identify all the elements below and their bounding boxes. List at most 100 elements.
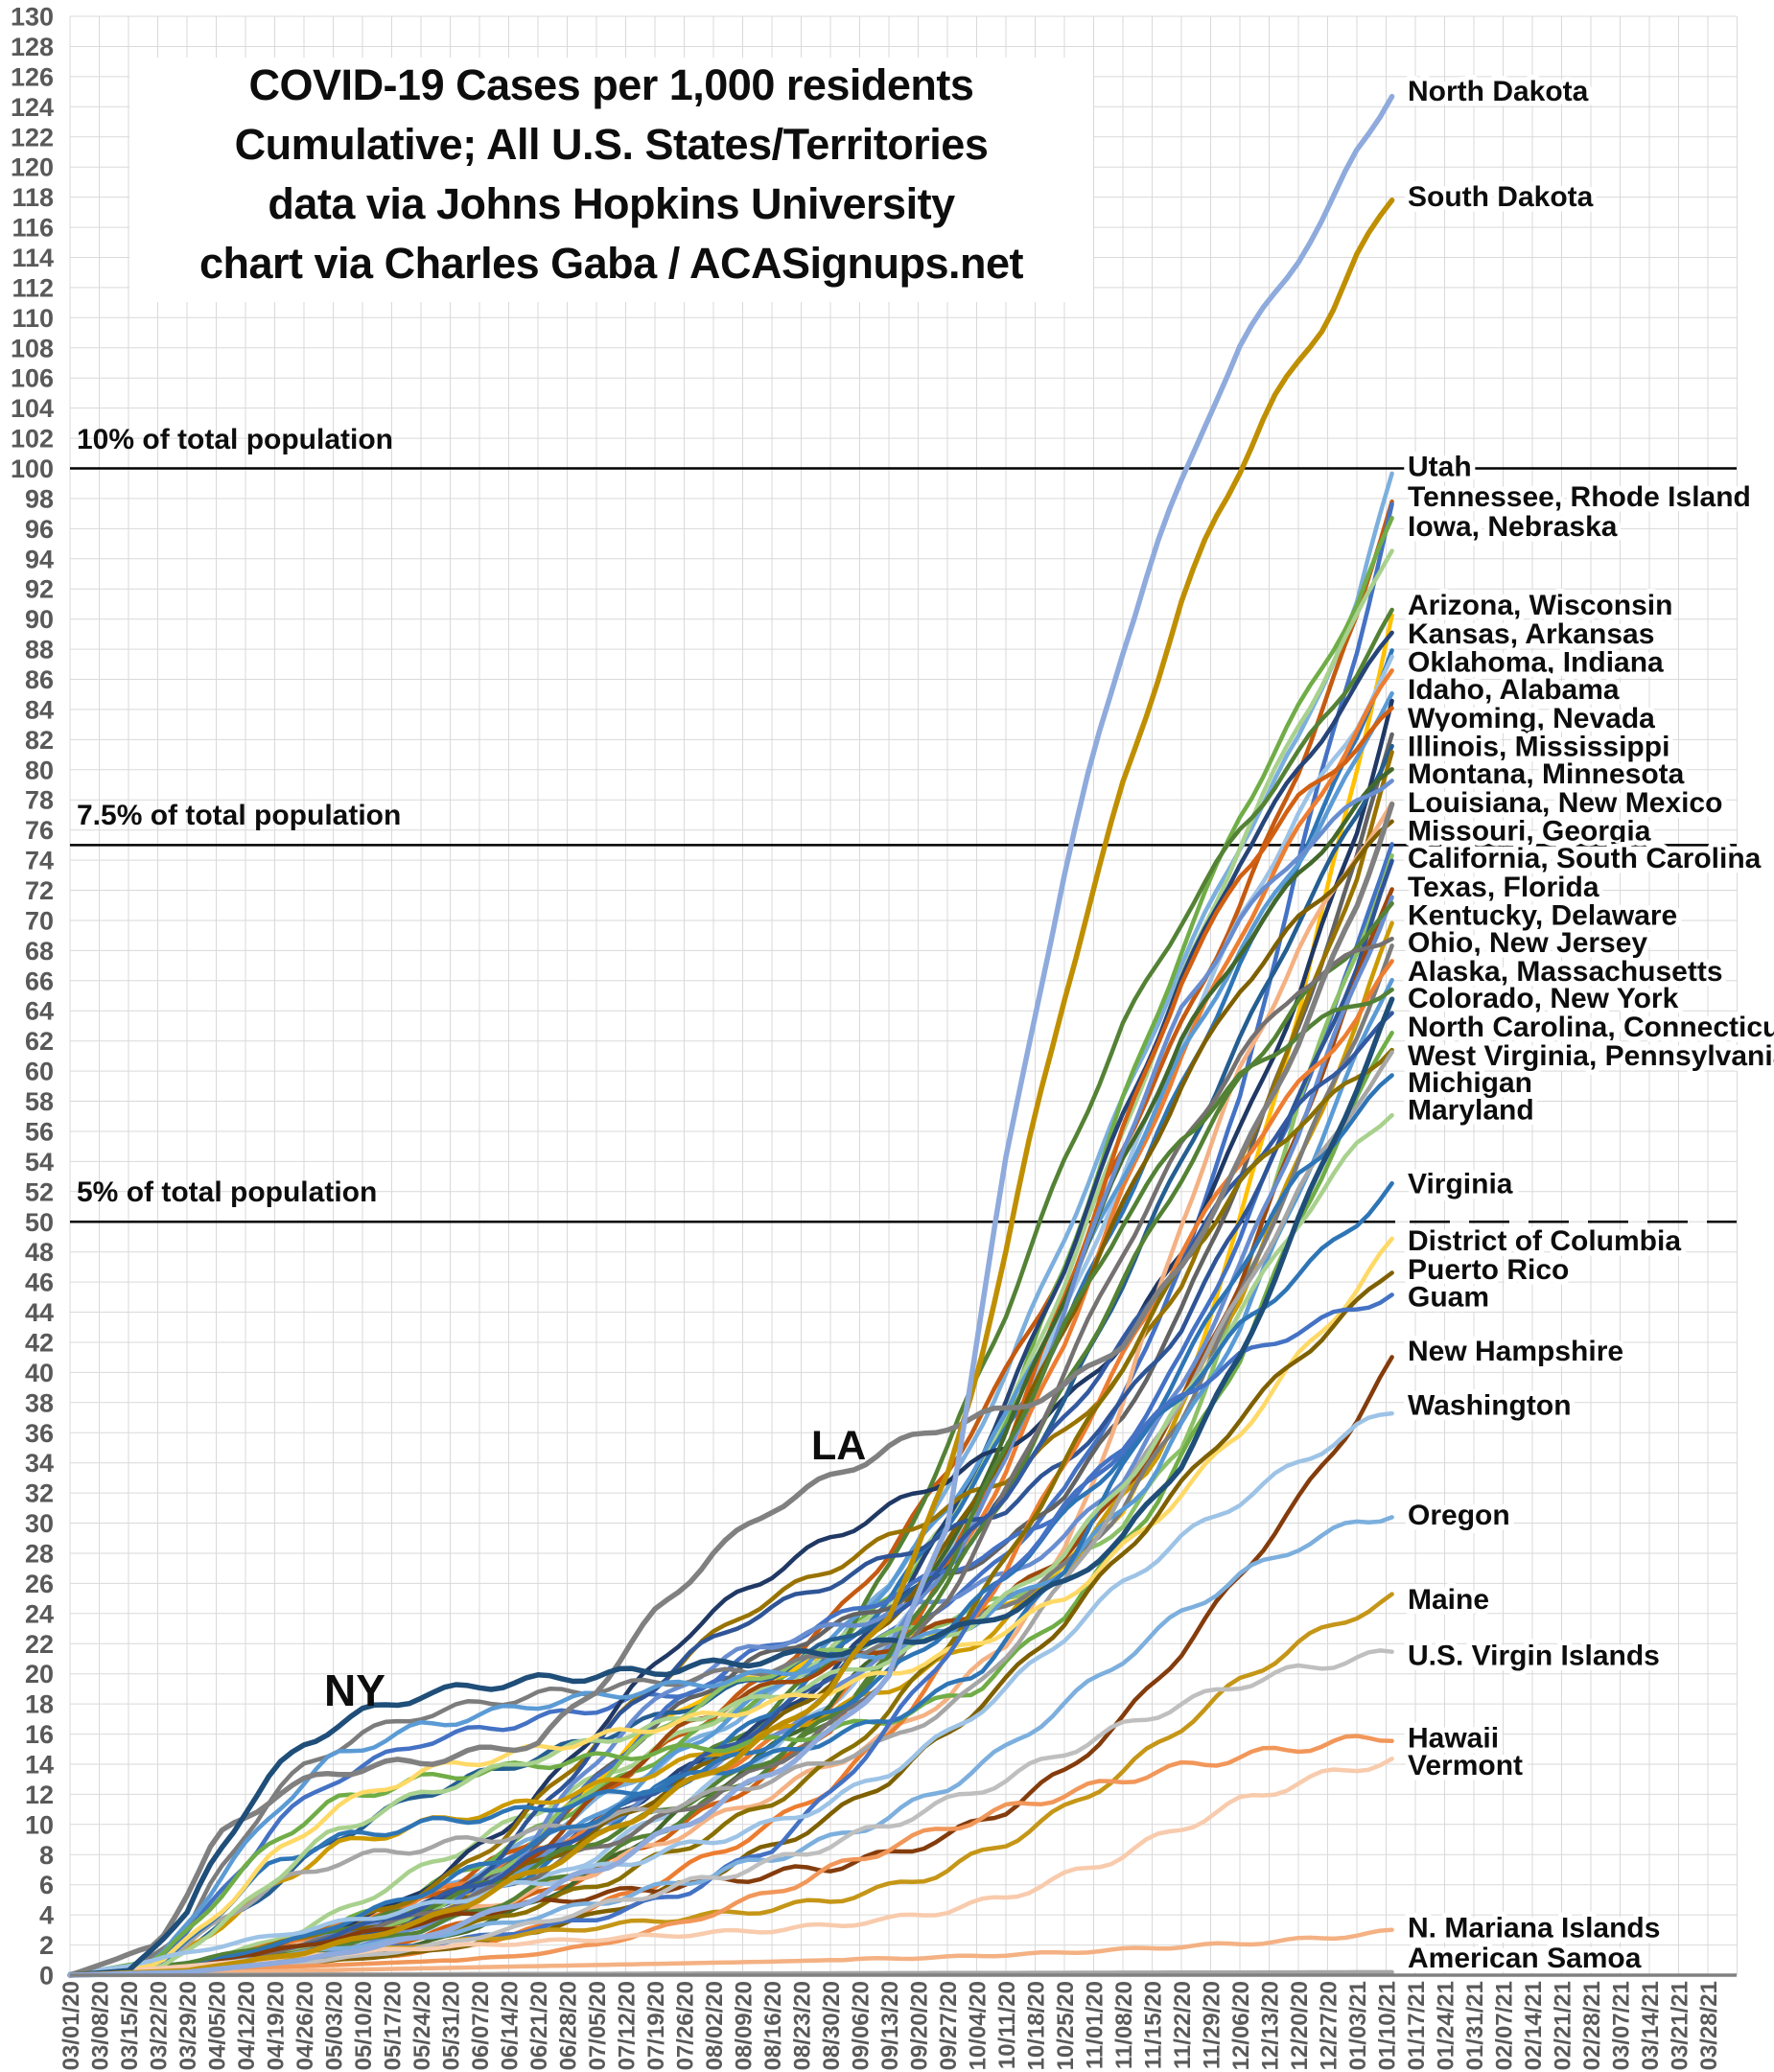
x-tick-01-03-21: 01/03/21 <box>1345 1981 1371 2070</box>
y-tick-90: 90 <box>25 605 54 634</box>
series-label-california-south-carolina: California, South Carolina <box>1408 843 1762 874</box>
y-tick-88: 88 <box>25 636 54 664</box>
y-tick-32: 32 <box>25 1479 54 1508</box>
annotation-louisiana: LA <box>811 1423 867 1469</box>
annotation-new-york: NY <box>324 1665 385 1715</box>
y-tick-84: 84 <box>25 695 54 724</box>
x-tick-04-12-20: 04/12/20 <box>234 1981 260 2070</box>
y-tick-64: 64 <box>25 997 54 1026</box>
y-tick-86: 86 <box>25 665 54 694</box>
x-tick-09-20-20: 09/20/20 <box>907 1981 933 2070</box>
y-tick-6: 6 <box>39 1871 54 1899</box>
y-tick-128: 128 <box>11 33 54 61</box>
x-tick-05-31-20: 05/31/20 <box>439 1981 465 2070</box>
series-label-north-carolina-connecticut: North Carolina, Connecticut <box>1408 1012 1774 1043</box>
y-tick-100: 100 <box>11 454 54 483</box>
x-tick-08-23-20: 08/23/20 <box>790 1981 816 2070</box>
chart-title: COVID-19 Cases per 1,000 residents Cumul… <box>129 56 1093 293</box>
y-tick-12: 12 <box>25 1781 54 1809</box>
series-label-oregon: Oregon <box>1408 1500 1510 1531</box>
series-line-maryland <box>67 1112 1394 1978</box>
x-tick-12-06-20: 12/06/20 <box>1228 1981 1254 2070</box>
series-label-wyoming-nevada: Wyoming, Nevada <box>1408 703 1655 734</box>
series-line-connecticut <box>67 1030 1394 1978</box>
y-tick-118: 118 <box>12 183 54 212</box>
y-tick-124: 124 <box>11 93 54 122</box>
series-label-ohio-new-jersey: Ohio, New Jersey <box>1408 927 1647 959</box>
y-tick-42: 42 <box>25 1329 54 1358</box>
series-label-kentucky-delaware: Kentucky, Delaware <box>1408 900 1677 932</box>
x-tick-12-27-20: 12/27/20 <box>1317 1981 1342 2070</box>
title-backdrop <box>129 58 1093 302</box>
x-tick-03-22-20: 03/22/20 <box>147 1981 173 2070</box>
series-label-alaska-massachusetts: Alaska, Massachusetts <box>1408 956 1723 988</box>
y-tick-80: 80 <box>25 756 54 784</box>
x-tick-12-20-20: 12/20/20 <box>1287 1981 1313 2070</box>
y-tick-40: 40 <box>25 1359 54 1387</box>
chart-title-line-1: COVID-19 Cases per 1,000 residents <box>248 60 974 109</box>
x-tick-09-27-20: 09/27/20 <box>936 1981 962 2070</box>
x-tick-07-12-20: 07/12/20 <box>615 1981 641 2070</box>
series-label-illinois-mississippi: Illinois, Mississippi <box>1408 732 1669 763</box>
series-label-hawaii: Hawaii <box>1408 1723 1499 1755</box>
series-label-vermont: Vermont <box>1408 1750 1523 1781</box>
series-line-massachusetts <box>67 977 1394 1978</box>
y-tick-22: 22 <box>25 1630 54 1659</box>
x-tick-12-13-20: 12/13/20 <box>1258 1981 1284 2070</box>
y-tick-18: 18 <box>25 1690 54 1719</box>
x-tick-09-06-20: 09/06/20 <box>849 1981 875 2070</box>
series-label-tennessee-rhode-island: Tennessee, Rhode Island <box>1408 481 1751 513</box>
x-tick-08-09-20: 08/09/20 <box>732 1981 758 2070</box>
y-tick-2: 2 <box>39 1931 54 1960</box>
series-label-iowa-nebraska: Iowa, Nebraska <box>1408 511 1618 543</box>
series-label-arizona-wisconsin: Arizona, Wisconsin <box>1408 590 1672 621</box>
series-label-idaho-alabama: Idaho, Alabama <box>1408 674 1620 706</box>
x-tick-08-30-20: 08/30/20 <box>819 1981 845 2070</box>
y-tick-112: 112 <box>12 273 54 302</box>
x-tick-01-17-21: 01/17/21 <box>1404 1981 1430 2070</box>
series-line-virginia <box>67 1180 1394 1978</box>
y-tick-26: 26 <box>25 1570 54 1598</box>
x-tick-06-07-20: 06/07/20 <box>468 1981 494 2070</box>
x-tick-10-18-20: 10/18/20 <box>1024 1981 1050 2070</box>
x-tick-08-16-20: 08/16/20 <box>760 1981 786 2070</box>
x-tick-02-21-21: 02/21/21 <box>1551 1981 1576 2070</box>
y-tick-116: 116 <box>12 214 54 243</box>
y-tick-56: 56 <box>25 1118 54 1147</box>
series-line-louisiana <box>67 801 1395 1978</box>
x-tick-01-31-21: 01/31/21 <box>1462 1981 1488 2070</box>
y-tick-92: 92 <box>25 575 54 604</box>
y-tick-46: 46 <box>25 1269 54 1297</box>
series-line-south-dakota <box>67 198 1395 1978</box>
chart-title-line-3: data via Johns Hopkins University <box>268 179 955 229</box>
y-tick-8: 8 <box>39 1841 54 1870</box>
y-tick-62: 62 <box>25 1027 54 1056</box>
y-tick-110: 110 <box>12 304 54 333</box>
series-line-michigan <box>67 1073 1394 1978</box>
x-tick-07-05-20: 07/05/20 <box>585 1981 611 2070</box>
series-line-hawaii <box>67 1734 1394 1978</box>
x-tick-10-11-20: 10/11/20 <box>994 1981 1020 2069</box>
y-tick-60: 60 <box>25 1058 54 1086</box>
x-tick-09-13-20: 09/13/20 <box>877 1981 903 2070</box>
y-tick-36: 36 <box>25 1419 54 1448</box>
series-label-maine: Maine <box>1408 1584 1489 1616</box>
x-tick-11-08-20: 11/08/20 <box>1111 1981 1137 2069</box>
series-label-american-samoa: American Samoa <box>1408 1943 1642 1974</box>
y-tick-20: 20 <box>25 1660 54 1688</box>
series-label-michigan: Michigan <box>1408 1067 1532 1099</box>
y-tick-78: 78 <box>25 786 54 815</box>
series-label-virginia: Virginia <box>1408 1168 1513 1199</box>
series-label-montana-minnesota: Montana, Minnesota <box>1408 758 1685 790</box>
x-tick-11-15-20: 11/15/20 <box>1141 1981 1167 2069</box>
series-line-illinois <box>67 743 1394 1978</box>
y-tick-106: 106 <box>11 364 54 393</box>
x-tick-07-26-20: 07/26/20 <box>673 1981 699 2070</box>
reference-lines <box>70 467 1737 1223</box>
series-line-district-of-columbia <box>67 1236 1394 1978</box>
x-tick-03-08-20: 03/08/20 <box>88 1981 114 2070</box>
series-line-new-york <box>67 996 1395 1978</box>
x-tick-03-01-20: 03/01/20 <box>58 1981 84 2070</box>
y-tick-4: 4 <box>39 1901 54 1930</box>
x-tick-04-05-20: 04/05/20 <box>205 1981 231 2070</box>
